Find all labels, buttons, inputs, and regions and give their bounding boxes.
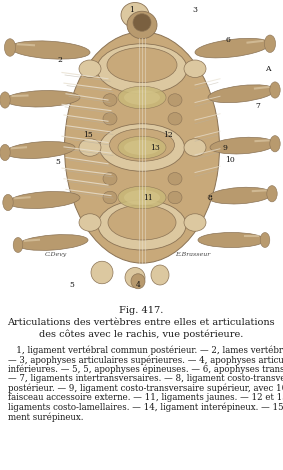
Text: 6: 6 bbox=[226, 36, 230, 44]
Text: des côtes avec le rachis, vue postérieure.: des côtes avec le rachis, vue postérieur… bbox=[39, 330, 243, 339]
Ellipse shape bbox=[125, 267, 145, 288]
Text: 5: 5 bbox=[70, 281, 74, 289]
Ellipse shape bbox=[79, 139, 101, 156]
Ellipse shape bbox=[270, 136, 280, 152]
Text: 13: 13 bbox=[150, 143, 160, 151]
Ellipse shape bbox=[91, 261, 113, 284]
Ellipse shape bbox=[3, 195, 13, 211]
Ellipse shape bbox=[0, 144, 10, 161]
Ellipse shape bbox=[103, 172, 117, 185]
Text: 15: 15 bbox=[83, 131, 93, 139]
Text: 9: 9 bbox=[222, 143, 228, 151]
Ellipse shape bbox=[168, 94, 182, 106]
Ellipse shape bbox=[208, 85, 275, 102]
Ellipse shape bbox=[8, 191, 80, 209]
Ellipse shape bbox=[124, 190, 160, 205]
Ellipse shape bbox=[121, 2, 149, 28]
Ellipse shape bbox=[133, 14, 151, 31]
Text: Articulations des vertèbres entre elles et articulations: Articulations des vertèbres entre elles … bbox=[7, 318, 275, 327]
Ellipse shape bbox=[168, 172, 182, 185]
Ellipse shape bbox=[103, 191, 117, 204]
Text: 2: 2 bbox=[57, 56, 63, 64]
Ellipse shape bbox=[118, 186, 166, 209]
Ellipse shape bbox=[270, 82, 280, 98]
Ellipse shape bbox=[124, 90, 160, 105]
Ellipse shape bbox=[184, 214, 206, 231]
Ellipse shape bbox=[208, 188, 272, 204]
Ellipse shape bbox=[184, 60, 206, 78]
Text: E.Brasseur: E.Brasseur bbox=[175, 252, 210, 257]
Text: 5: 5 bbox=[55, 158, 61, 166]
Ellipse shape bbox=[5, 141, 75, 158]
Ellipse shape bbox=[5, 39, 16, 56]
Ellipse shape bbox=[103, 112, 117, 125]
Text: 3: 3 bbox=[192, 6, 198, 14]
Text: 10: 10 bbox=[225, 156, 235, 164]
Ellipse shape bbox=[79, 214, 101, 231]
Text: A: A bbox=[265, 65, 271, 73]
Ellipse shape bbox=[97, 44, 187, 94]
Text: — 7, ligaments intertransversaires. — 8, ligament costo-transversaire: — 7, ligaments intertransversaires. — 8,… bbox=[8, 375, 283, 384]
Text: 4: 4 bbox=[136, 281, 140, 289]
Text: 1: 1 bbox=[130, 6, 134, 14]
Text: faisceau accessoire externe. — 11, ligaments jaunes. — 12 et 13,: faisceau accessoire externe. — 11, ligam… bbox=[8, 393, 283, 402]
Ellipse shape bbox=[13, 237, 23, 252]
Text: inférieures. — 5, 5, apophyses épineuses. — 6, apophyses transverses.: inférieures. — 5, 5, apophyses épineuses… bbox=[8, 365, 283, 374]
Ellipse shape bbox=[168, 191, 182, 204]
Ellipse shape bbox=[195, 39, 270, 58]
Text: postérieur. — 9, ligament costo-transversaire supérieur, avec 10, son: postérieur. — 9, ligament costo-transver… bbox=[8, 384, 283, 393]
Text: Fig. 417.: Fig. 417. bbox=[119, 306, 163, 315]
Ellipse shape bbox=[210, 137, 275, 154]
Ellipse shape bbox=[65, 32, 220, 263]
Ellipse shape bbox=[151, 265, 169, 285]
Ellipse shape bbox=[127, 11, 157, 39]
Text: — 3, apophyses articulaires supérieures. — 4, apophyses articulaires: — 3, apophyses articulaires supérieures.… bbox=[8, 355, 283, 365]
Ellipse shape bbox=[124, 140, 160, 155]
Text: 7: 7 bbox=[256, 102, 260, 110]
Text: ligaments costo-lamellaires. — 14, ligament interépineux. — 15, liga-: ligaments costo-lamellaires. — 14, ligam… bbox=[8, 403, 283, 412]
Text: 1, ligament vertébral commun postérieur. — 2, lames vertébrales.: 1, ligament vertébral commun postérieur.… bbox=[8, 346, 283, 355]
Ellipse shape bbox=[107, 47, 177, 83]
Ellipse shape bbox=[267, 186, 277, 202]
Ellipse shape bbox=[260, 233, 270, 248]
Ellipse shape bbox=[103, 94, 117, 106]
Ellipse shape bbox=[79, 60, 101, 78]
Ellipse shape bbox=[10, 41, 90, 59]
Ellipse shape bbox=[168, 112, 182, 125]
Ellipse shape bbox=[110, 129, 175, 161]
Ellipse shape bbox=[108, 205, 176, 240]
Ellipse shape bbox=[264, 35, 276, 53]
Ellipse shape bbox=[198, 233, 265, 248]
Ellipse shape bbox=[131, 274, 145, 289]
Ellipse shape bbox=[98, 200, 186, 250]
Text: 11: 11 bbox=[143, 194, 153, 202]
Ellipse shape bbox=[18, 235, 88, 251]
Text: C.Devy: C.Devy bbox=[45, 252, 67, 257]
Ellipse shape bbox=[5, 91, 80, 107]
Text: 12: 12 bbox=[163, 131, 173, 139]
Text: 8: 8 bbox=[207, 194, 213, 202]
Text: ment surépineux.: ment surépineux. bbox=[8, 412, 83, 422]
Ellipse shape bbox=[118, 86, 166, 109]
Ellipse shape bbox=[100, 124, 185, 171]
Ellipse shape bbox=[184, 139, 206, 156]
Ellipse shape bbox=[0, 92, 10, 108]
Ellipse shape bbox=[118, 136, 166, 159]
